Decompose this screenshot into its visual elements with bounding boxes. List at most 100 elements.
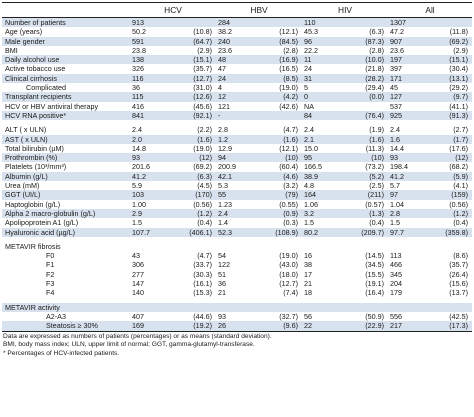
percent-cell	[166, 242, 216, 251]
percent-cell: (0.4)	[197, 218, 212, 228]
percent-cell: (19.0)	[193, 143, 212, 153]
percent-cell: (10)	[252, 153, 303, 163]
value-cell: 113	[390, 251, 402, 261]
row-label: Prothrombin (%)	[2, 153, 130, 163]
value-cell: 51	[218, 269, 226, 279]
percent-cell: (1.3)	[338, 208, 389, 219]
percent-cell: (42.5)	[449, 311, 469, 321]
percent-cell	[338, 17, 389, 28]
percent-cell	[252, 302, 303, 312]
value-cell: 240	[216, 36, 252, 46]
value-cell: 2.8	[218, 125, 228, 135]
percent-cell: (2.9)	[197, 45, 212, 55]
value-cell: 103	[130, 190, 166, 200]
value-cell: 43	[132, 251, 140, 261]
value-cell	[130, 302, 166, 312]
value-cell: 93	[130, 153, 166, 163]
value-cell: 97	[388, 190, 425, 200]
percent-cell: (406.1)	[166, 227, 216, 237]
percent-cell: (30.3)	[193, 269, 212, 279]
percent-cell: (2.7)	[453, 125, 469, 135]
value-cell: 164	[302, 190, 339, 200]
value-cell: 306	[132, 260, 144, 270]
percent-cell: (7.4)	[283, 288, 299, 298]
percent-cell: (11.3)	[365, 143, 385, 153]
value-cell: 24	[216, 73, 252, 84]
percent-cell	[338, 302, 389, 312]
percent-cell: (2.5)	[369, 181, 385, 191]
row-label: Apolipoprotein A1 (g/L)	[5, 218, 79, 228]
percent-cell: (92.1)	[166, 110, 216, 121]
value-cell: 2.4	[216, 208, 252, 219]
value-cell	[130, 242, 166, 251]
percent-cell: (17.6)	[449, 143, 469, 153]
percent-cell: (1.9)	[369, 125, 385, 135]
percent-cell: (15.1)	[166, 55, 216, 65]
value-cell: 1.5	[132, 218, 142, 228]
value-cell: 204	[390, 279, 403, 289]
percent-cell: (69.2)	[424, 36, 473, 46]
table-row: Albumin (g/L) 41.2 (6.3) 42.1 (4.6) 38.9 (5.2)…	[2, 171, 473, 182]
value-cell: 2.1	[302, 134, 339, 144]
percent-cell: (19.0)	[279, 251, 299, 261]
table-row: F3 147 (16.1) 36 (12.7) 21 (19.1) 204 (15.6)	[2, 279, 472, 288]
percent-cell: (4.6)	[252, 171, 303, 182]
percent-cell: (42.6)	[279, 101, 299, 111]
table-row: HCV RNA positive* 841 (92.1) - 84 (76.4) 925 (9…	[2, 110, 473, 121]
value-cell: 5.9	[132, 181, 142, 191]
value-cell: 1.04	[390, 199, 405, 209]
value-cell: 94	[216, 153, 252, 163]
value-cell	[216, 242, 252, 251]
value-cell: 18	[304, 288, 313, 298]
row-label: Urea (mM)	[5, 181, 40, 191]
percent-cell	[252, 242, 302, 251]
percent-cell: (41.1)	[449, 101, 469, 111]
table-row: BMI 23.8 (2.9) 23.6 (2.8) 22.2 (2.8) 23.6 (2.9)	[2, 46, 472, 55]
row-label: Number of patients	[2, 17, 130, 28]
value-cell: 14.4	[390, 143, 405, 153]
value-cell: 198.4	[390, 162, 409, 172]
percent-cell: (0.56)	[193, 199, 212, 209]
value-cell: 5	[304, 83, 309, 93]
percent-cell: (0.4)	[369, 218, 385, 228]
value-cell: 42.1	[216, 171, 252, 182]
value-cell: 397	[390, 64, 403, 74]
percent-cell: (6.3)	[166, 171, 216, 182]
percent-cell: (1.2)	[424, 208, 473, 219]
row-label: Total bilirubin (µM)	[5, 143, 64, 153]
value-cell: 1.6	[388, 134, 425, 144]
percent-cell	[338, 102, 388, 111]
value-cell: 56	[304, 311, 313, 321]
percent-cell: (170)	[166, 190, 216, 200]
header-hiv: HIV	[338, 5, 352, 15]
percent-cell: (10.8)	[193, 27, 212, 37]
table-row: F4 140 (15.3) 21 (7.4) 18 (16.4) 179 (13.7)	[2, 288, 472, 297]
value-cell: 54	[218, 251, 226, 261]
percent-cell: (0.9)	[252, 208, 303, 219]
percent-cell: (34.5)	[365, 260, 385, 270]
percent-cell: (15.6)	[449, 279, 469, 289]
percent-cell: (159)	[424, 190, 473, 200]
row-label: Steatosis ≥ 30%	[2, 321, 130, 332]
percent-cell: (10.0)	[338, 55, 389, 65]
percent-cell: (1.6)	[338, 134, 389, 144]
percent-cell: (2.2)	[197, 125, 212, 135]
table-row: F2 277 (30.3) 51 (18.0) 17 (15.5) 345 (26.4)	[2, 270, 472, 279]
percent-cell: (15.5)	[365, 269, 385, 279]
value-cell: 122	[218, 260, 230, 270]
table-row: Alpha 2 macro-globulin (g/L) 2.9 (1.2) 2.4(…	[2, 208, 473, 219]
percent-cell: (12.1)	[279, 143, 299, 153]
value-cell: 21	[304, 279, 313, 289]
percent-cell: (64.7)	[166, 36, 216, 46]
percent-cell: (108.9)	[252, 227, 303, 237]
value-cell: 95	[302, 153, 339, 163]
percent-cell: (15.3)	[193, 288, 212, 298]
percent-cell: (45.6)	[193, 101, 212, 111]
percent-cell: (50.9)	[365, 311, 385, 321]
percent-cell: (12)	[166, 153, 216, 163]
value-cell	[216, 302, 252, 312]
row-label: Albumin (g/L)	[2, 171, 130, 182]
row-label: F4	[46, 288, 55, 298]
percent-cell: (2.8)	[283, 45, 299, 55]
value-cell: 556	[390, 311, 403, 321]
